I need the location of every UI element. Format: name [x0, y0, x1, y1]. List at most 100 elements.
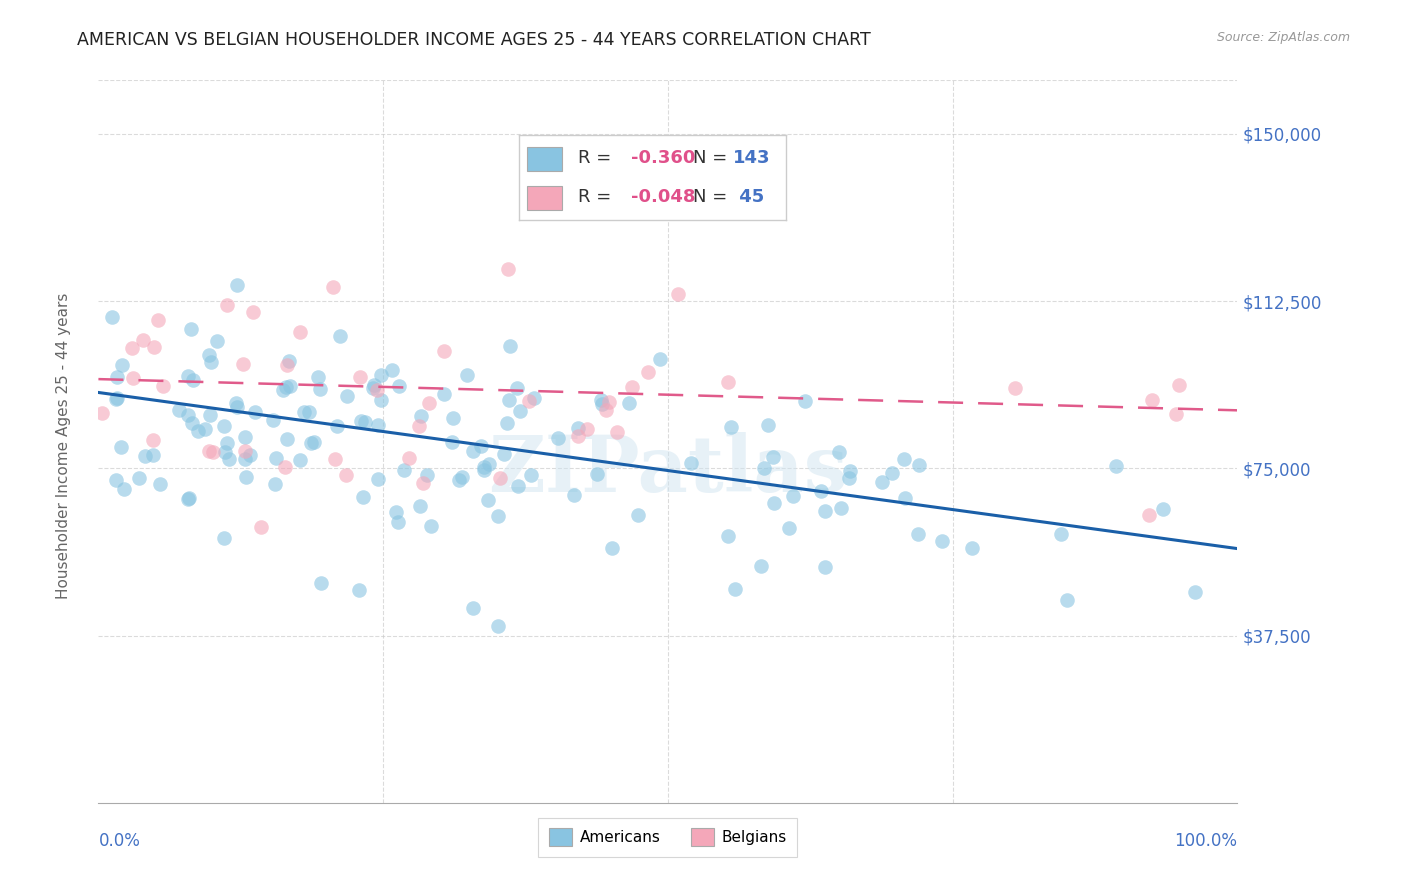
Point [447, 474, 470, 488]
Point [298, 405, 321, 419]
Point [717, 529, 740, 543]
Point [666, 286, 689, 301]
Point [112, 482, 135, 496]
Point [814, 560, 837, 574]
Point [225, 396, 247, 410]
Point [235, 470, 257, 484]
Point [217, 297, 239, 311]
Point [717, 375, 740, 389]
Point [274, 460, 297, 475]
Point [121, 342, 143, 356]
Point [370, 392, 392, 407]
Point [416, 467, 439, 482]
Point [498, 392, 520, 407]
Text: -0.360: -0.360 [631, 149, 696, 167]
Bar [527, 186, 562, 211]
Point [302, 435, 325, 450]
Point [520, 467, 543, 482]
Point [492, 447, 515, 461]
Text: N =: N = [693, 188, 733, 206]
Point [441, 434, 464, 449]
Point [576, 422, 599, 436]
Point [392, 463, 415, 477]
Point [810, 484, 832, 499]
Point [143, 340, 166, 354]
Point [749, 559, 772, 574]
Point [288, 452, 311, 467]
Point [567, 429, 589, 443]
Point [200, 355, 222, 369]
Point [1004, 381, 1026, 395]
Point [433, 387, 456, 401]
Point [1164, 407, 1187, 421]
Point [433, 344, 456, 359]
Point [194, 421, 217, 435]
Point [276, 432, 298, 446]
Point [620, 380, 643, 394]
Point [214, 419, 236, 434]
Point [177, 369, 200, 384]
Point [326, 419, 349, 434]
Point [271, 383, 294, 397]
Point [567, 421, 589, 435]
Text: ZIPatlas: ZIPatlas [488, 433, 848, 508]
Point [600, 541, 623, 555]
Point [233, 443, 256, 458]
Point [205, 334, 228, 348]
Point [880, 466, 903, 480]
Point [101, 310, 124, 324]
Point [870, 475, 893, 489]
Point [181, 373, 204, 387]
Point [619, 396, 641, 410]
Point [354, 415, 377, 429]
Point [91, 406, 114, 420]
Point [311, 576, 333, 591]
Text: 45: 45 [733, 188, 763, 206]
Point [606, 425, 628, 439]
Point [412, 476, 434, 491]
Point [782, 489, 804, 503]
Point [292, 405, 315, 419]
Point [409, 409, 432, 424]
Point [288, 326, 311, 340]
Point [1184, 585, 1206, 599]
Point [908, 458, 931, 473]
Text: R =: R = [578, 188, 617, 206]
Point [329, 329, 352, 343]
Point [418, 396, 440, 410]
Point [335, 468, 357, 483]
Point [595, 403, 617, 417]
Point [420, 519, 443, 533]
Text: -0.048: -0.048 [631, 188, 696, 206]
Text: 100.0%: 100.0% [1174, 831, 1237, 850]
Point [226, 278, 249, 293]
Point [128, 471, 150, 485]
Point [450, 470, 472, 484]
Point [586, 467, 609, 482]
Point [627, 508, 650, 522]
Point [486, 619, 509, 633]
Point [177, 491, 200, 505]
Point [478, 457, 501, 471]
Point [347, 583, 370, 598]
Point [1105, 458, 1128, 473]
Point [262, 413, 284, 427]
Point [1056, 592, 1078, 607]
Point [1142, 392, 1164, 407]
Point [198, 348, 221, 362]
Text: AMERICAN VS BELGIAN HOUSEHOLDER INCOME AGES 25 - 44 YEARS CORRELATION CHART: AMERICAN VS BELGIAN HOUSEHOLDER INCOME A… [77, 31, 872, 49]
Point [522, 392, 544, 406]
Point [720, 419, 742, 434]
Point [1152, 502, 1174, 516]
Point [336, 389, 359, 403]
Point [233, 430, 256, 444]
Point [250, 520, 273, 534]
Point [111, 358, 134, 372]
Text: 0.0%: 0.0% [98, 831, 141, 850]
Point [180, 322, 202, 336]
Point [830, 501, 852, 516]
Point [398, 451, 420, 466]
Point [496, 262, 519, 277]
Point [322, 280, 344, 294]
Point [225, 400, 247, 414]
